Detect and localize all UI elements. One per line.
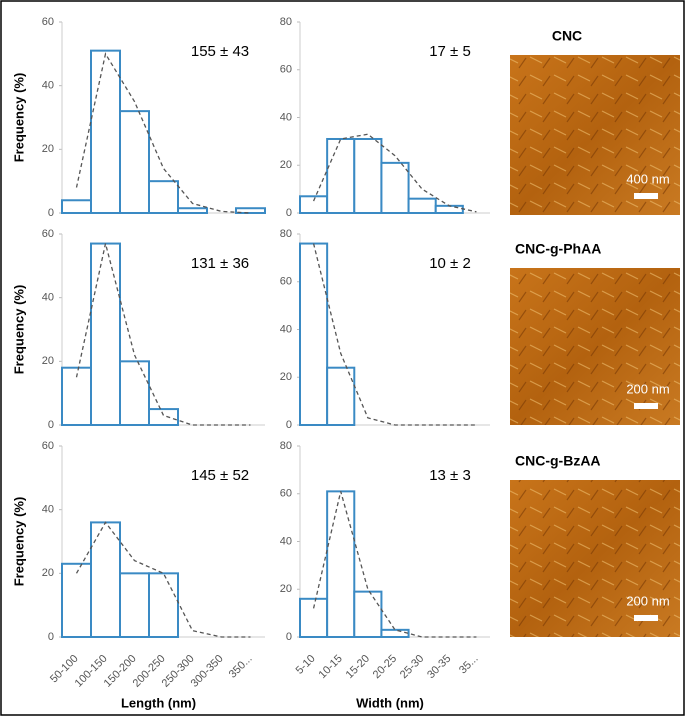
y-tick-label: 0	[286, 631, 292, 643]
x-tick-label: 20-25	[371, 653, 399, 681]
y-tick-label: 20	[42, 567, 54, 579]
afm-texture	[510, 480, 680, 637]
y-tick-label: 60	[280, 64, 292, 76]
x-tick-label: 15-20	[344, 653, 372, 681]
fit-curve	[312, 133, 477, 213]
bar	[90, 242, 121, 426]
bar	[61, 199, 92, 214]
scale-label: 200 nm	[626, 593, 669, 608]
label-box	[510, 25, 630, 55]
bar	[235, 207, 266, 215]
y-tick-label: 80	[280, 16, 292, 28]
annotation: 155 ± 43	[191, 43, 249, 60]
scale-bar	[634, 615, 658, 621]
afm-texture	[510, 55, 680, 215]
bar	[119, 572, 150, 638]
x-tick-label: 350...	[227, 653, 255, 681]
label-box	[510, 238, 630, 268]
y-tick-label: 20	[280, 371, 292, 383]
bar	[90, 49, 121, 215]
x-tick-label: 30-35	[425, 653, 453, 681]
fit-curve	[312, 491, 477, 638]
bar	[177, 207, 208, 215]
x-axis-label: Width (nm)	[356, 695, 424, 710]
fit-curve	[312, 243, 477, 426]
y-tick-label: 60	[280, 276, 292, 288]
y-tick-label: 40	[280, 323, 292, 335]
panel-label: CNC-g-BzAA	[515, 453, 601, 469]
y-tick-label: 40	[42, 80, 54, 92]
scale-label: 200 nm	[626, 381, 669, 396]
y-tick-label: 20	[280, 159, 292, 171]
bar	[119, 360, 150, 427]
annotation: 145 ± 52	[191, 467, 249, 484]
y-tick-label: 0	[286, 207, 292, 219]
x-tick-label: 35...	[457, 653, 481, 677]
y-tick-label: 20	[280, 583, 292, 595]
annotation: 17 ± 5	[429, 43, 471, 60]
fit-curve	[75, 521, 251, 638]
panel-label: CNC	[552, 28, 582, 44]
y-tick-label: 40	[280, 111, 292, 123]
x-tick-label: 5-10	[294, 653, 318, 677]
y-tick-label: 80	[280, 440, 292, 452]
scale-label: 400 nm	[626, 171, 669, 186]
y-tick-label: 0	[48, 631, 54, 643]
bar	[380, 161, 410, 215]
label-box	[510, 450, 630, 480]
y-axis-label: Frequency (%)	[11, 497, 26, 587]
y-tick-label: 20	[42, 143, 54, 155]
bar	[353, 590, 383, 639]
bar	[119, 110, 150, 214]
y-tick-label: 0	[286, 419, 292, 431]
bar	[61, 562, 92, 638]
bar	[326, 490, 356, 638]
afm-texture	[510, 268, 680, 425]
scale-bar	[634, 193, 658, 199]
bar	[148, 180, 179, 215]
y-axis-label: Frequency (%)	[11, 73, 26, 163]
bar	[299, 242, 329, 426]
bar	[407, 197, 437, 215]
y-tick-label: 60	[42, 440, 54, 452]
y-axis-label: Frequency (%)	[11, 285, 26, 375]
bar	[434, 204, 464, 214]
y-tick-label: 80	[280, 228, 292, 240]
bar	[380, 628, 410, 639]
bar	[353, 137, 383, 214]
scale-bar	[634, 403, 658, 409]
y-tick-label: 60	[42, 16, 54, 28]
bar	[299, 597, 329, 638]
bar	[326, 366, 356, 427]
y-tick-label: 40	[42, 292, 54, 304]
x-axis-label: Length (nm)	[121, 695, 196, 710]
y-tick-label: 40	[42, 504, 54, 516]
y-tick-label: 0	[48, 419, 54, 431]
bar	[326, 137, 356, 214]
y-tick-label: 20	[42, 355, 54, 367]
bar	[148, 408, 179, 427]
annotation: 13 ± 3	[429, 467, 471, 484]
panel-label: CNC-g-PhAA	[515, 241, 601, 257]
annotation: 10 ± 2	[429, 255, 471, 272]
x-tick-label: 300-350	[189, 653, 226, 690]
y-tick-label: 40	[280, 535, 292, 547]
x-tick-label: 25-30	[398, 653, 426, 681]
fit-curve	[75, 52, 251, 214]
x-tick-label: 10-15	[317, 653, 345, 681]
annotation: 131 ± 36	[191, 255, 249, 272]
fit-curve	[75, 243, 251, 426]
y-tick-label: 0	[48, 207, 54, 219]
bar	[299, 195, 329, 215]
y-tick-label: 60	[280, 488, 292, 500]
bar	[148, 572, 179, 638]
y-tick-label: 60	[42, 228, 54, 240]
